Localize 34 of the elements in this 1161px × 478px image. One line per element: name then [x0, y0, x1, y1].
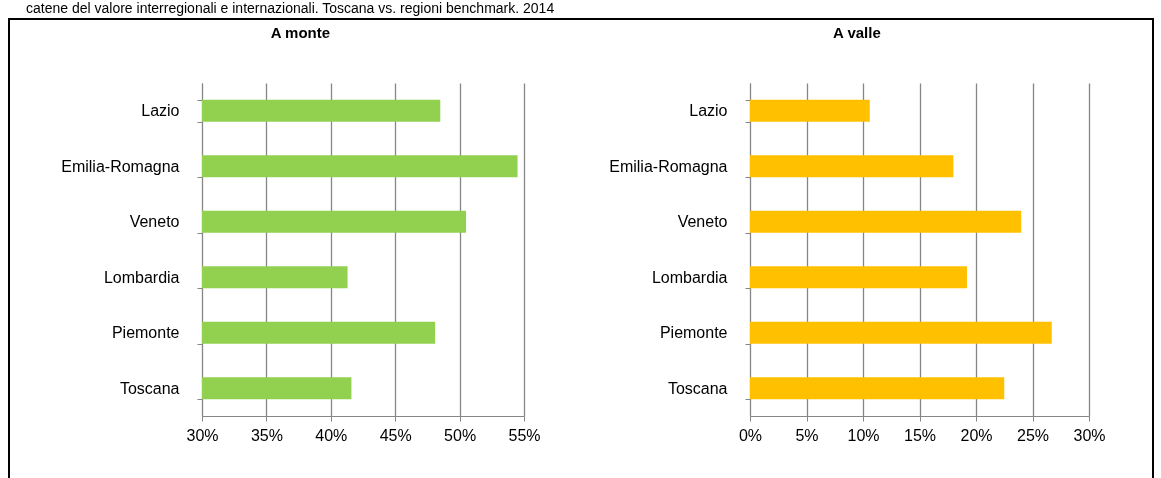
y-tick-label: Emilia-Romagna [61, 157, 180, 175]
bar [750, 266, 967, 289]
y-tick-label: Piemonte [659, 324, 728, 342]
chart-title: A valle [832, 24, 881, 41]
chart-title: A monte [270, 24, 331, 41]
bar [750, 210, 1022, 233]
y-tick-label: Lombardia [651, 268, 728, 286]
y-tick-label: Lombardia [103, 268, 180, 286]
text: catene del valore interregionali e internazionali. Toscana vs. regioni benchmark. 2014 [26, 0, 555, 16]
x-tick-label: 0% [738, 426, 763, 444]
x-tick-label: 5% [795, 426, 819, 444]
x-tick-label: 10% [847, 426, 880, 444]
y-tick-label: Toscana [119, 379, 180, 397]
bar [750, 99, 870, 122]
x-tick-label: 55% [508, 426, 541, 444]
x-tick-label: 30% [186, 426, 219, 444]
y-tick-label: Lazio [141, 102, 180, 120]
bar [750, 155, 954, 178]
x-tick-label: 15% [903, 426, 937, 444]
x-tick-label: 50% [444, 426, 477, 444]
x-tick-label: 40% [315, 426, 348, 444]
bar [750, 321, 1052, 344]
bar [750, 377, 1005, 400]
x-tick-label: 35% [250, 426, 283, 444]
x-tick-label: 45% [379, 426, 412, 444]
x-tick-label: 30% [1073, 426, 1106, 444]
y-tick-label: Piemonte [111, 324, 180, 342]
y-tick-label: Veneto [129, 213, 180, 231]
x-tick-label: 20% [960, 426, 993, 444]
y-tick-label: Emilia-Romagna [609, 157, 728, 175]
y-tick-label: Lazio [689, 102, 728, 120]
y-tick-label: Toscana [667, 379, 728, 397]
x-tick-label: 25% [1016, 426, 1050, 444]
y-tick-label: Veneto [677, 213, 728, 231]
